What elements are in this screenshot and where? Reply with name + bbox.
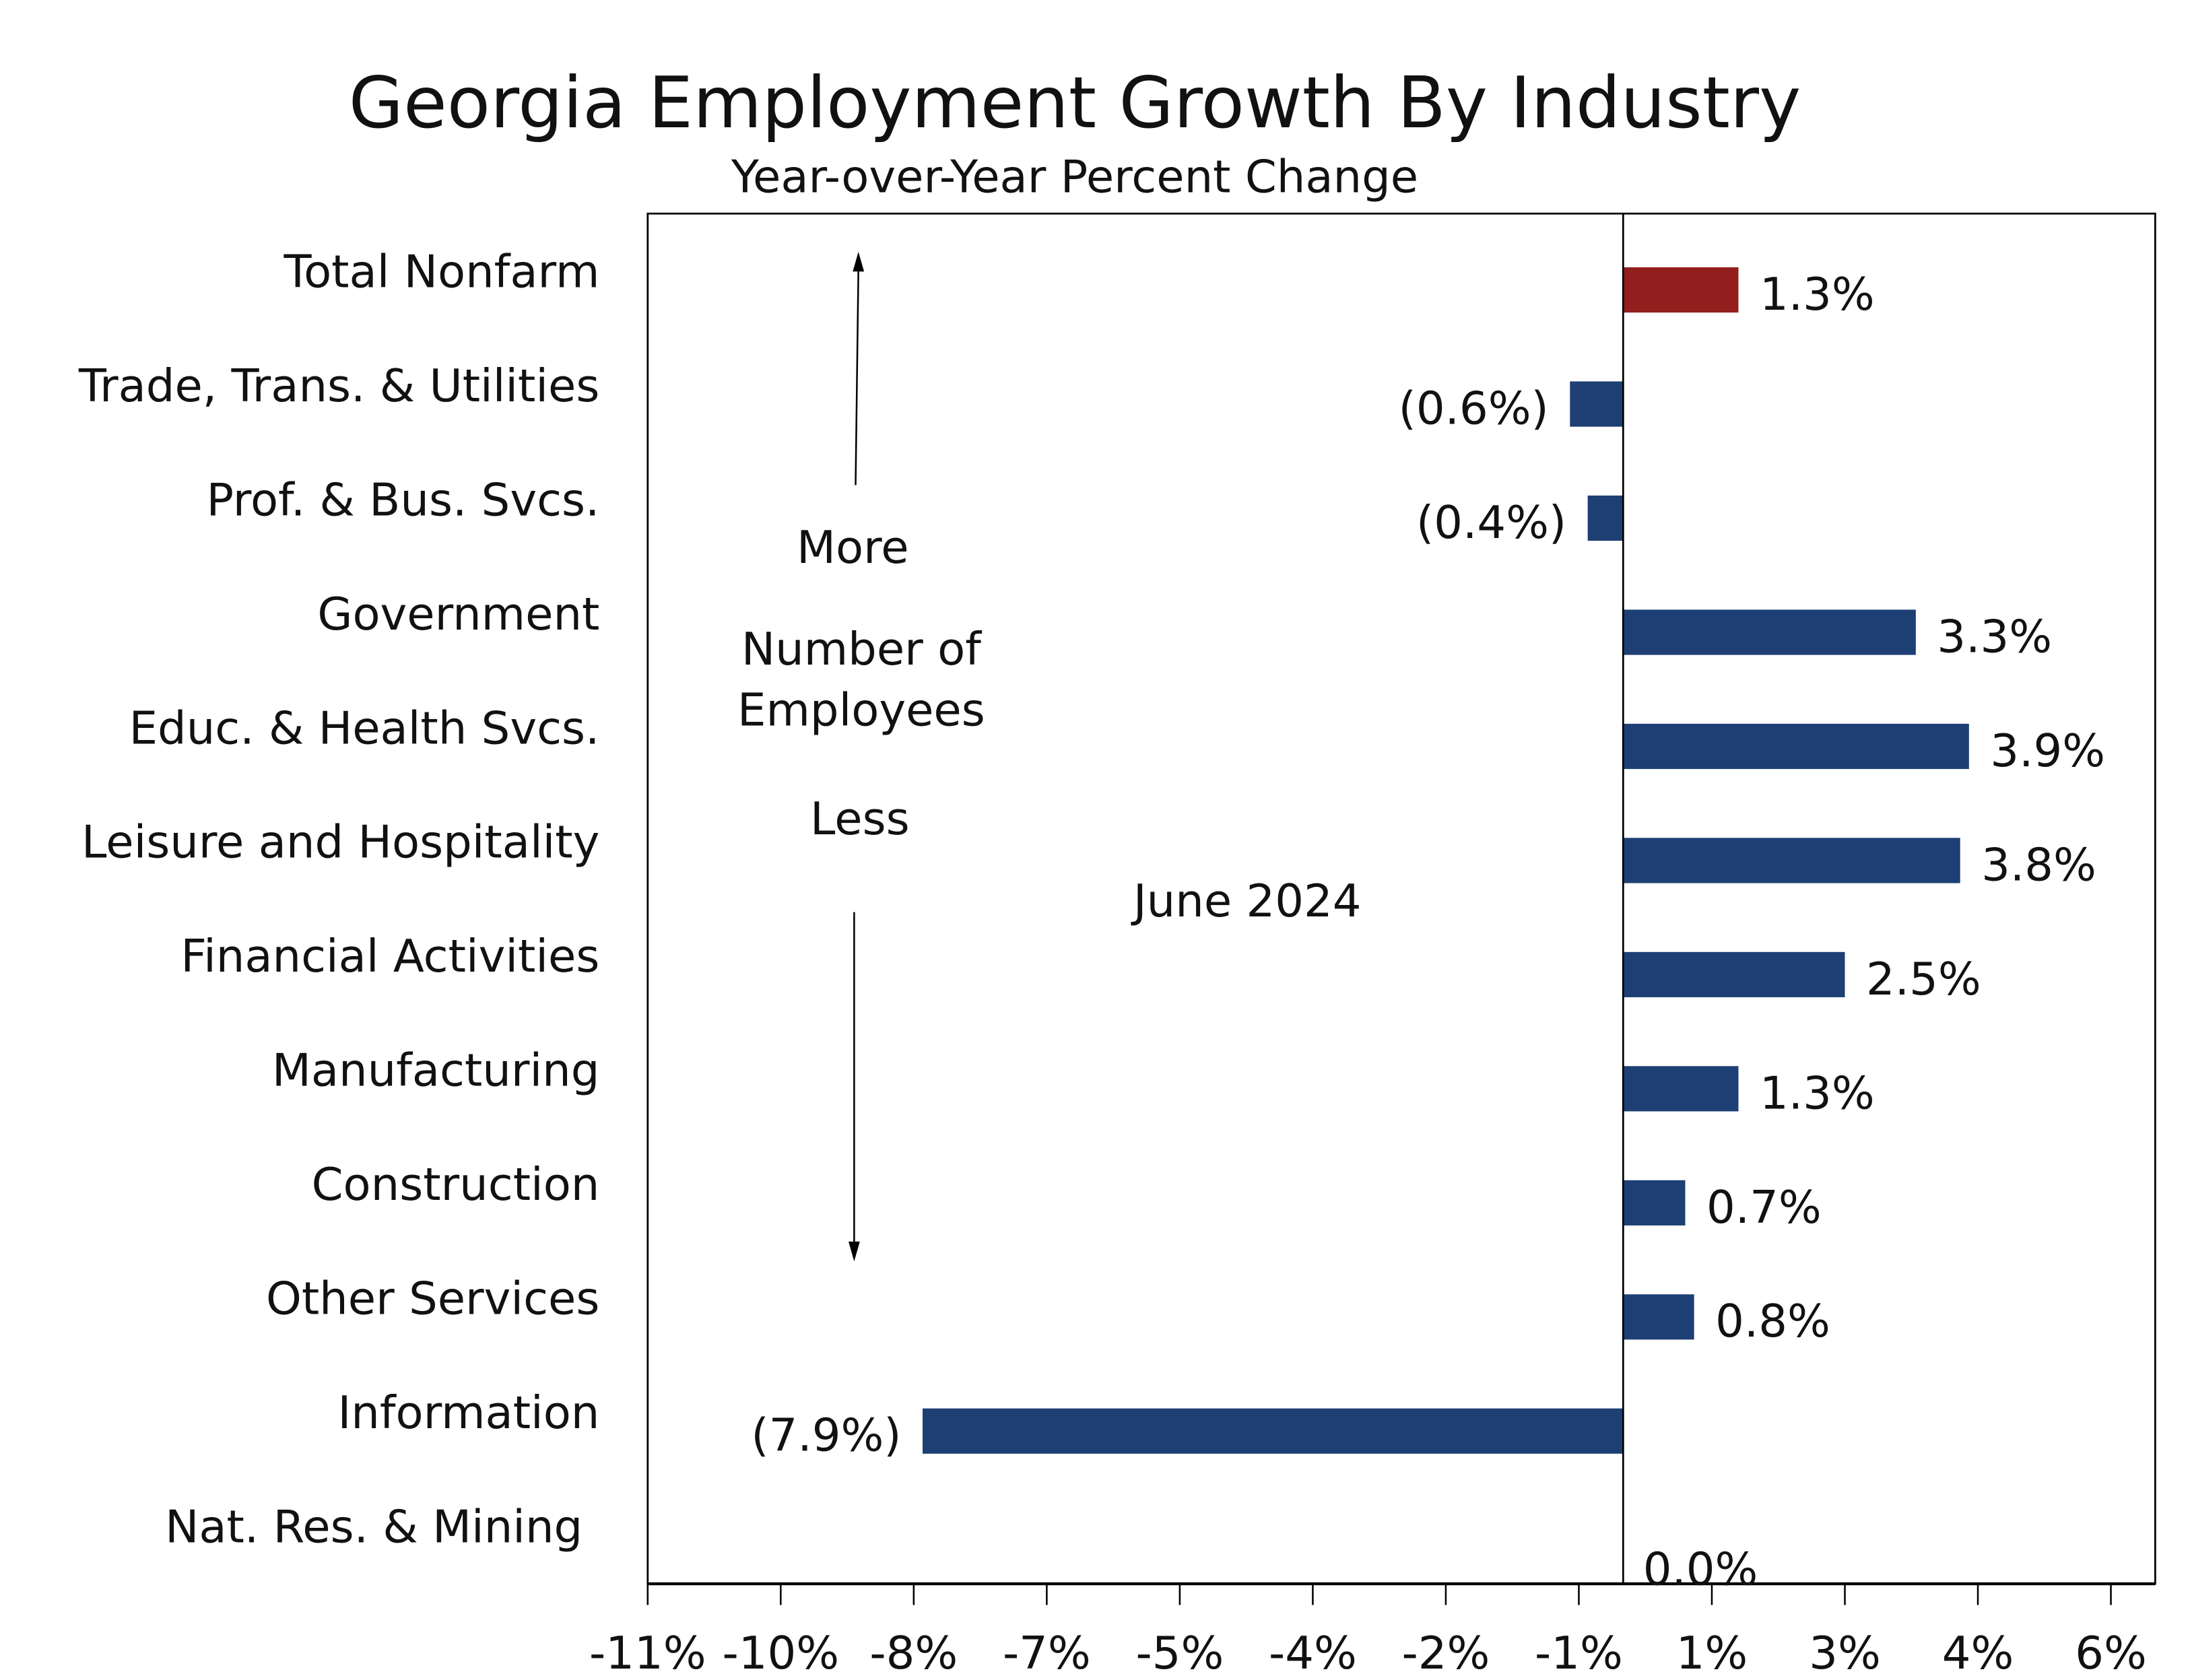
category-label: Financial Activities <box>180 930 599 982</box>
bar <box>1623 838 1960 883</box>
data-label: (7.9%) <box>751 1409 901 1462</box>
bar <box>1570 381 1624 427</box>
annotation-less: Less <box>810 793 910 845</box>
data-label: 0.7% <box>1706 1181 1822 1234</box>
arrow-up-head-icon <box>853 251 865 272</box>
annotation-more: More <box>797 521 909 574</box>
x-tick-label: -1% <box>1535 1627 1623 1679</box>
category-label: Manufacturing <box>272 1044 600 1097</box>
category-label: Government <box>317 588 599 640</box>
x-tick-label: -5% <box>1135 1627 1224 1679</box>
bar <box>1623 1294 1694 1340</box>
data-label: 3.9% <box>1990 725 2105 777</box>
category-label: Nat. Res. & Mining <box>165 1501 583 1553</box>
bar <box>1623 1066 1739 1112</box>
x-tick-label: -8% <box>869 1627 958 1679</box>
arrow-up-icon <box>855 269 859 485</box>
data-label: 1.3% <box>1760 1067 1875 1119</box>
category-label: Information <box>337 1386 599 1439</box>
data-label: 0.0% <box>1643 1543 1758 1596</box>
bar <box>1623 723 1969 770</box>
arrow-down-head-icon <box>849 1241 860 1262</box>
x-tick-label: 4% <box>1942 1627 2014 1679</box>
category-label: Construction <box>312 1158 600 1211</box>
bar <box>1623 951 1845 998</box>
x-tick-label: 3% <box>1809 1627 1881 1679</box>
x-tick-label: -7% <box>1003 1627 1091 1679</box>
chart-title: Georgia Employment Growth By Industry <box>349 62 1801 144</box>
bar <box>1587 495 1624 541</box>
x-tick-label: -2% <box>1402 1627 1490 1679</box>
chart-subtitle: Year-over-Year Percent Change <box>731 151 1418 203</box>
x-tick-label: 1% <box>1676 1627 1748 1679</box>
category-label: Leisure and Hospitality <box>81 816 599 869</box>
x-tick-label: 6% <box>2075 1627 2147 1679</box>
bar <box>1623 267 1739 313</box>
data-label: 0.8% <box>1715 1295 1830 1347</box>
data-label: 1.3% <box>1760 268 1875 321</box>
bar <box>923 1408 1624 1454</box>
x-tick-label: -10% <box>723 1627 840 1679</box>
annotation-employees: Employees <box>737 683 985 736</box>
data-label: 3.3% <box>1937 610 2052 663</box>
data-label: (0.6%) <box>1399 382 1549 434</box>
annotation-number-of: Number of <box>741 623 982 675</box>
bar <box>1623 609 1916 655</box>
category-label: Other Services <box>266 1273 599 1325</box>
bar <box>1623 1180 1686 1225</box>
data-label: 3.8% <box>1981 838 2096 891</box>
data-label: 2.5% <box>1866 953 1981 1005</box>
annotation-date: June 2024 <box>1131 875 1362 927</box>
data-label: (0.4%) <box>1416 496 1566 549</box>
category-label: Trade, Trans. & Utilities <box>78 360 600 412</box>
category-label: Total Nonfarm <box>283 245 599 298</box>
category-label: Educ. & Health Svcs. <box>129 702 600 754</box>
x-tick-label: -4% <box>1269 1627 1357 1679</box>
x-tick-label: -11% <box>589 1627 706 1679</box>
category-label: Prof. & Bus. Svcs. <box>206 473 599 526</box>
